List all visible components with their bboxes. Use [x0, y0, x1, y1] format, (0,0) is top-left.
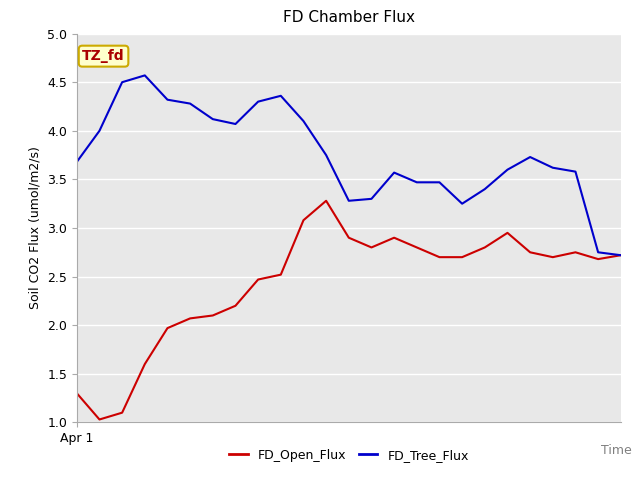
FD_Tree_Flux — [300, 118, 307, 124]
FD_Tree_Flux — [436, 180, 444, 185]
Text: TZ_fd: TZ_fd — [82, 49, 125, 63]
FD_Open_Flux — [526, 250, 534, 255]
FD_Open_Flux — [209, 312, 216, 318]
FD_Open_Flux — [232, 303, 239, 309]
FD_Tree_Flux — [232, 121, 239, 127]
FD_Open_Flux — [481, 245, 489, 251]
Y-axis label: Soil CO2 Flux (umol/m2/s): Soil CO2 Flux (umol/m2/s) — [29, 146, 42, 310]
Line: FD_Open_Flux: FD_Open_Flux — [77, 201, 621, 420]
FD_Open_Flux — [549, 254, 557, 260]
Line: FD_Tree_Flux: FD_Tree_Flux — [77, 75, 621, 255]
X-axis label: Time: Time — [601, 444, 632, 457]
FD_Tree_Flux — [367, 196, 375, 202]
FD_Tree_Flux — [549, 165, 557, 170]
FD_Open_Flux — [118, 410, 126, 416]
FD_Open_Flux — [595, 256, 602, 262]
FD_Open_Flux — [504, 230, 511, 236]
FD_Tree_Flux — [95, 128, 103, 133]
FD_Open_Flux — [413, 245, 420, 251]
FD_Open_Flux — [254, 276, 262, 282]
FD_Open_Flux — [345, 235, 353, 240]
FD_Tree_Flux — [73, 159, 81, 165]
FD_Open_Flux — [323, 198, 330, 204]
Legend: FD_Open_Flux, FD_Tree_Flux: FD_Open_Flux, FD_Tree_Flux — [224, 444, 474, 467]
Title: FD Chamber Flux: FD Chamber Flux — [283, 11, 415, 25]
FD_Tree_Flux — [458, 201, 466, 206]
FD_Tree_Flux — [390, 170, 398, 176]
FD_Tree_Flux — [345, 198, 353, 204]
FD_Tree_Flux — [209, 116, 216, 122]
FD_Open_Flux — [617, 252, 625, 258]
FD_Open_Flux — [436, 254, 444, 260]
FD_Open_Flux — [164, 325, 172, 331]
FD_Tree_Flux — [504, 167, 511, 172]
FD_Open_Flux — [390, 235, 398, 240]
FD_Open_Flux — [277, 272, 285, 277]
FD_Tree_Flux — [277, 93, 285, 99]
FD_Open_Flux — [300, 217, 307, 223]
FD_Tree_Flux — [141, 72, 148, 78]
FD_Tree_Flux — [617, 252, 625, 258]
FD_Open_Flux — [141, 361, 148, 367]
FD_Tree_Flux — [254, 99, 262, 105]
FD_Tree_Flux — [481, 186, 489, 192]
FD_Tree_Flux — [526, 154, 534, 160]
FD_Tree_Flux — [323, 152, 330, 158]
FD_Tree_Flux — [572, 169, 579, 175]
FD_Open_Flux — [572, 250, 579, 255]
FD_Tree_Flux — [413, 180, 420, 185]
FD_Tree_Flux — [186, 101, 194, 107]
FD_Open_Flux — [73, 390, 81, 396]
FD_Tree_Flux — [595, 250, 602, 255]
FD_Open_Flux — [95, 417, 103, 422]
FD_Open_Flux — [458, 254, 466, 260]
FD_Tree_Flux — [118, 79, 126, 85]
FD_Open_Flux — [186, 315, 194, 321]
FD_Tree_Flux — [164, 97, 172, 103]
FD_Open_Flux — [367, 245, 375, 251]
